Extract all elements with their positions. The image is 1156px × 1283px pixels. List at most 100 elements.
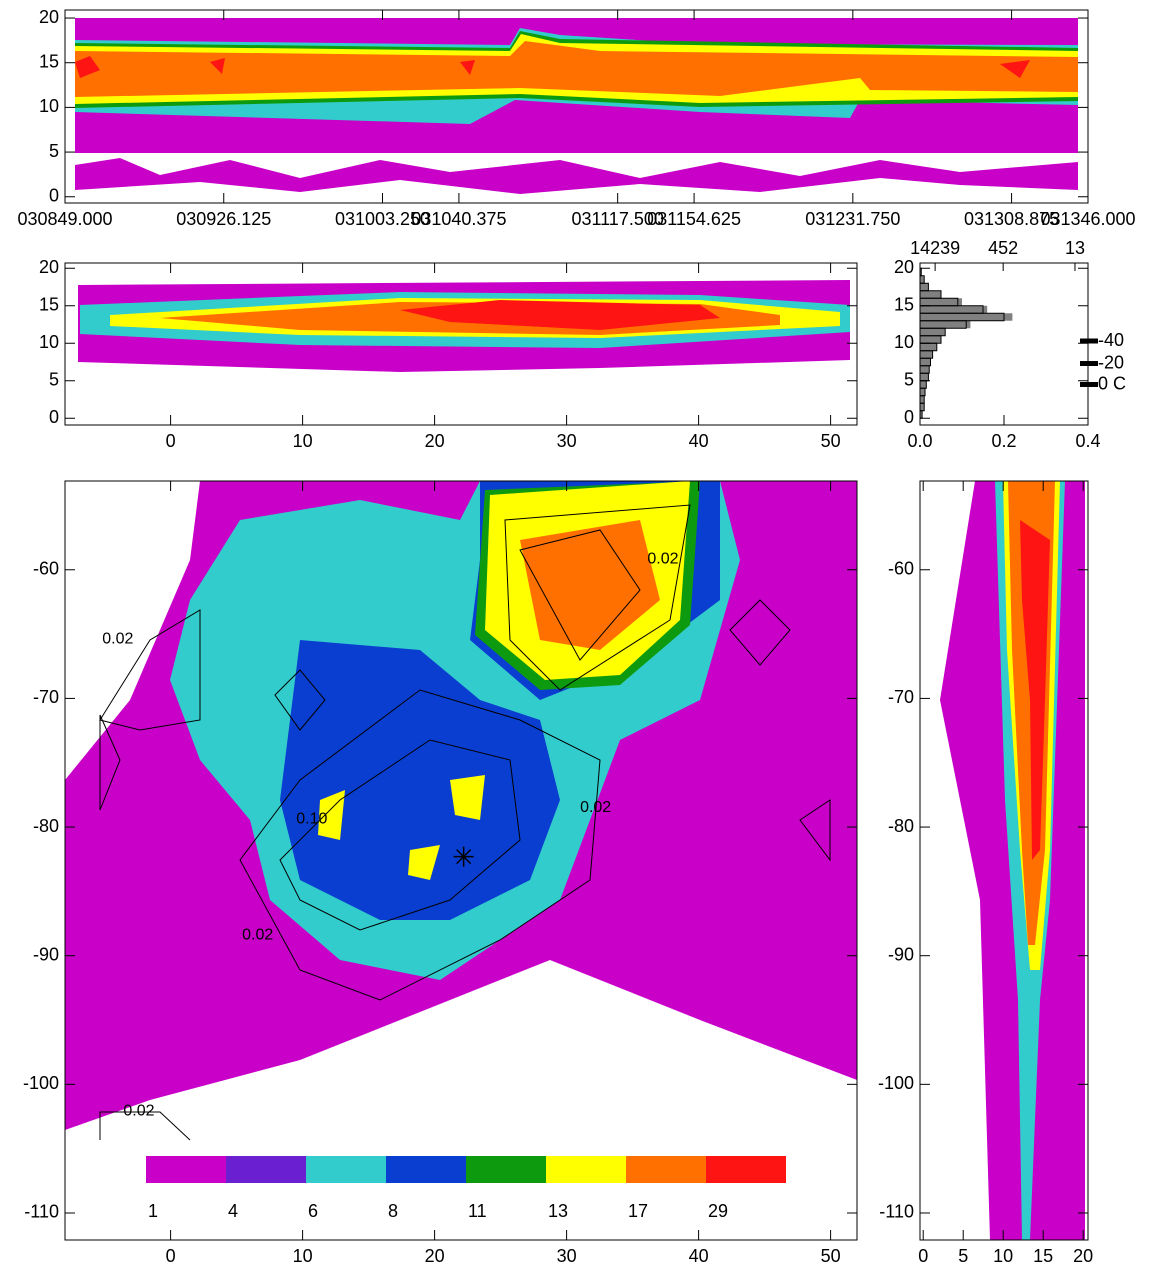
plot-frame — [919, 480, 1089, 1241]
x-tick-label: 030849.000 — [17, 209, 112, 229]
y-tick-label: 15 — [39, 295, 59, 315]
x-tick-label: 10 — [293, 1246, 313, 1266]
histogram-bar — [920, 313, 1013, 321]
contour-label: 0.10 — [296, 811, 327, 828]
y-tick-label: -70 — [888, 687, 914, 707]
x2-tick-label: 13 — [1065, 238, 1085, 258]
y-tick-label: -100 — [878, 1073, 914, 1093]
colorbar-segment — [466, 1156, 546, 1183]
y-tick-label: -60 — [33, 559, 59, 579]
histogram-bar — [920, 298, 962, 306]
contour-fill — [75, 41, 1078, 97]
histogram-bar — [920, 365, 930, 374]
x-tick-label: 0 — [166, 1246, 176, 1266]
histogram-bar — [920, 343, 937, 351]
y-tick-label: 20 — [894, 257, 914, 277]
colorbar-segment — [146, 1156, 226, 1183]
y-tick-label: 20 — [39, 7, 59, 27]
x-tick-label: 40 — [689, 431, 709, 451]
histogram-bar — [920, 403, 925, 411]
contour-fill — [400, 300, 720, 330]
colorbar-segment — [546, 1156, 626, 1183]
histogram-bar — [920, 388, 926, 396]
x-tick-label: 40 — [689, 1246, 709, 1266]
histogram-bar — [920, 380, 927, 389]
histogram-bar — [920, 268, 922, 276]
x-tick-label: 030926.125 — [176, 209, 271, 229]
histogram-bar — [920, 395, 925, 404]
x-tick-label: 30 — [557, 1246, 577, 1266]
x-tick-label: 0 — [918, 1246, 928, 1266]
x-tick-label: 50 — [821, 1246, 841, 1266]
x-tick-label: 5 — [958, 1246, 968, 1266]
y-tick-label: 10 — [39, 96, 59, 116]
marker — [456, 849, 472, 865]
colorbar-label: 13 — [548, 1201, 568, 1221]
y-tick-label: -110 — [879, 1202, 914, 1222]
x-tick-label: 0.2 — [991, 431, 1016, 451]
contour-lines — [99, 504, 831, 1141]
colorbar-label: 8 — [388, 1201, 398, 1221]
colorbar-label: 1 — [148, 1201, 158, 1221]
x-tick-label: 10 — [293, 431, 313, 451]
x-tick-label: 20 — [1073, 1246, 1093, 1266]
x-tick-label: 0.4 — [1075, 431, 1100, 451]
x2-tick-label: 452 — [988, 238, 1018, 258]
y-tick-label: -100 — [23, 1073, 59, 1093]
y-tick-label: 0 — [49, 407, 59, 427]
colorbar-segment — [226, 1156, 306, 1183]
histogram-bar — [920, 358, 931, 366]
y-tick-label: 5 — [49, 370, 59, 390]
contour-label: 0.02 — [242, 926, 273, 943]
contour-fill — [520, 520, 660, 650]
colorbar-label: 17 — [628, 1201, 648, 1221]
x-tick-label: 30 — [557, 431, 577, 451]
y-tick-label: 5 — [49, 141, 59, 161]
plot-frame — [64, 480, 858, 1241]
contour-label: 0.02 — [580, 799, 611, 816]
temperature-label: -20 — [1098, 352, 1124, 372]
x2-tick-label: 14239 — [910, 238, 960, 258]
x-tick-label: 031154.625 — [647, 209, 741, 229]
y-tick-label: 5 — [904, 370, 914, 390]
y-tick-label: 10 — [39, 332, 59, 352]
y-tick-label: 0 — [904, 407, 914, 427]
plot-frame — [64, 262, 858, 426]
x-tick-label: 0.0 — [907, 431, 932, 451]
contour-fill — [1020, 520, 1050, 860]
y-tick-label: 10 — [894, 332, 914, 352]
x-tick-label: 031308.875 — [964, 209, 1059, 229]
contour-fill — [318, 775, 485, 880]
contour-fill — [75, 158, 1078, 194]
x-tick-label: 031003.250 — [335, 209, 430, 229]
contour-label: 0.02 — [102, 630, 133, 647]
plot-frame — [919, 262, 1089, 426]
y-tick-label: -80 — [33, 816, 59, 836]
x-tick-label: 15 — [1033, 1246, 1053, 1266]
histogram-bar — [920, 335, 941, 344]
x-tick-label: 031346.000 — [1040, 209, 1135, 229]
y-tick-label: 20 — [39, 257, 59, 277]
colorbar-label: 6 — [308, 1201, 318, 1221]
x-tick-label: 031231.750 — [805, 209, 900, 229]
x-tick-label: 031040.375 — [411, 209, 506, 229]
histogram-bar — [920, 305, 988, 314]
histogram-bar — [920, 320, 971, 329]
x-tick-label: 50 — [821, 431, 841, 451]
x-tick-label: 031117.500 — [571, 209, 663, 229]
histogram-bar — [920, 275, 925, 284]
histogram-bar — [920, 373, 929, 381]
y-tick-label: -110 — [24, 1202, 59, 1222]
y-tick-label: -60 — [888, 559, 914, 579]
contour-label: 0.02 — [123, 1103, 154, 1120]
colorbar-label: 4 — [228, 1201, 238, 1221]
x-tick-label: 0 — [166, 431, 176, 451]
histogram-bar — [920, 410, 923, 419]
y-tick-label: -80 — [888, 816, 914, 836]
histogram-bar — [920, 283, 929, 291]
colorbar-segment — [386, 1156, 466, 1183]
x-tick-label: 10 — [993, 1246, 1013, 1266]
histogram-bar — [920, 350, 933, 359]
y-tick-label: -90 — [888, 944, 914, 964]
